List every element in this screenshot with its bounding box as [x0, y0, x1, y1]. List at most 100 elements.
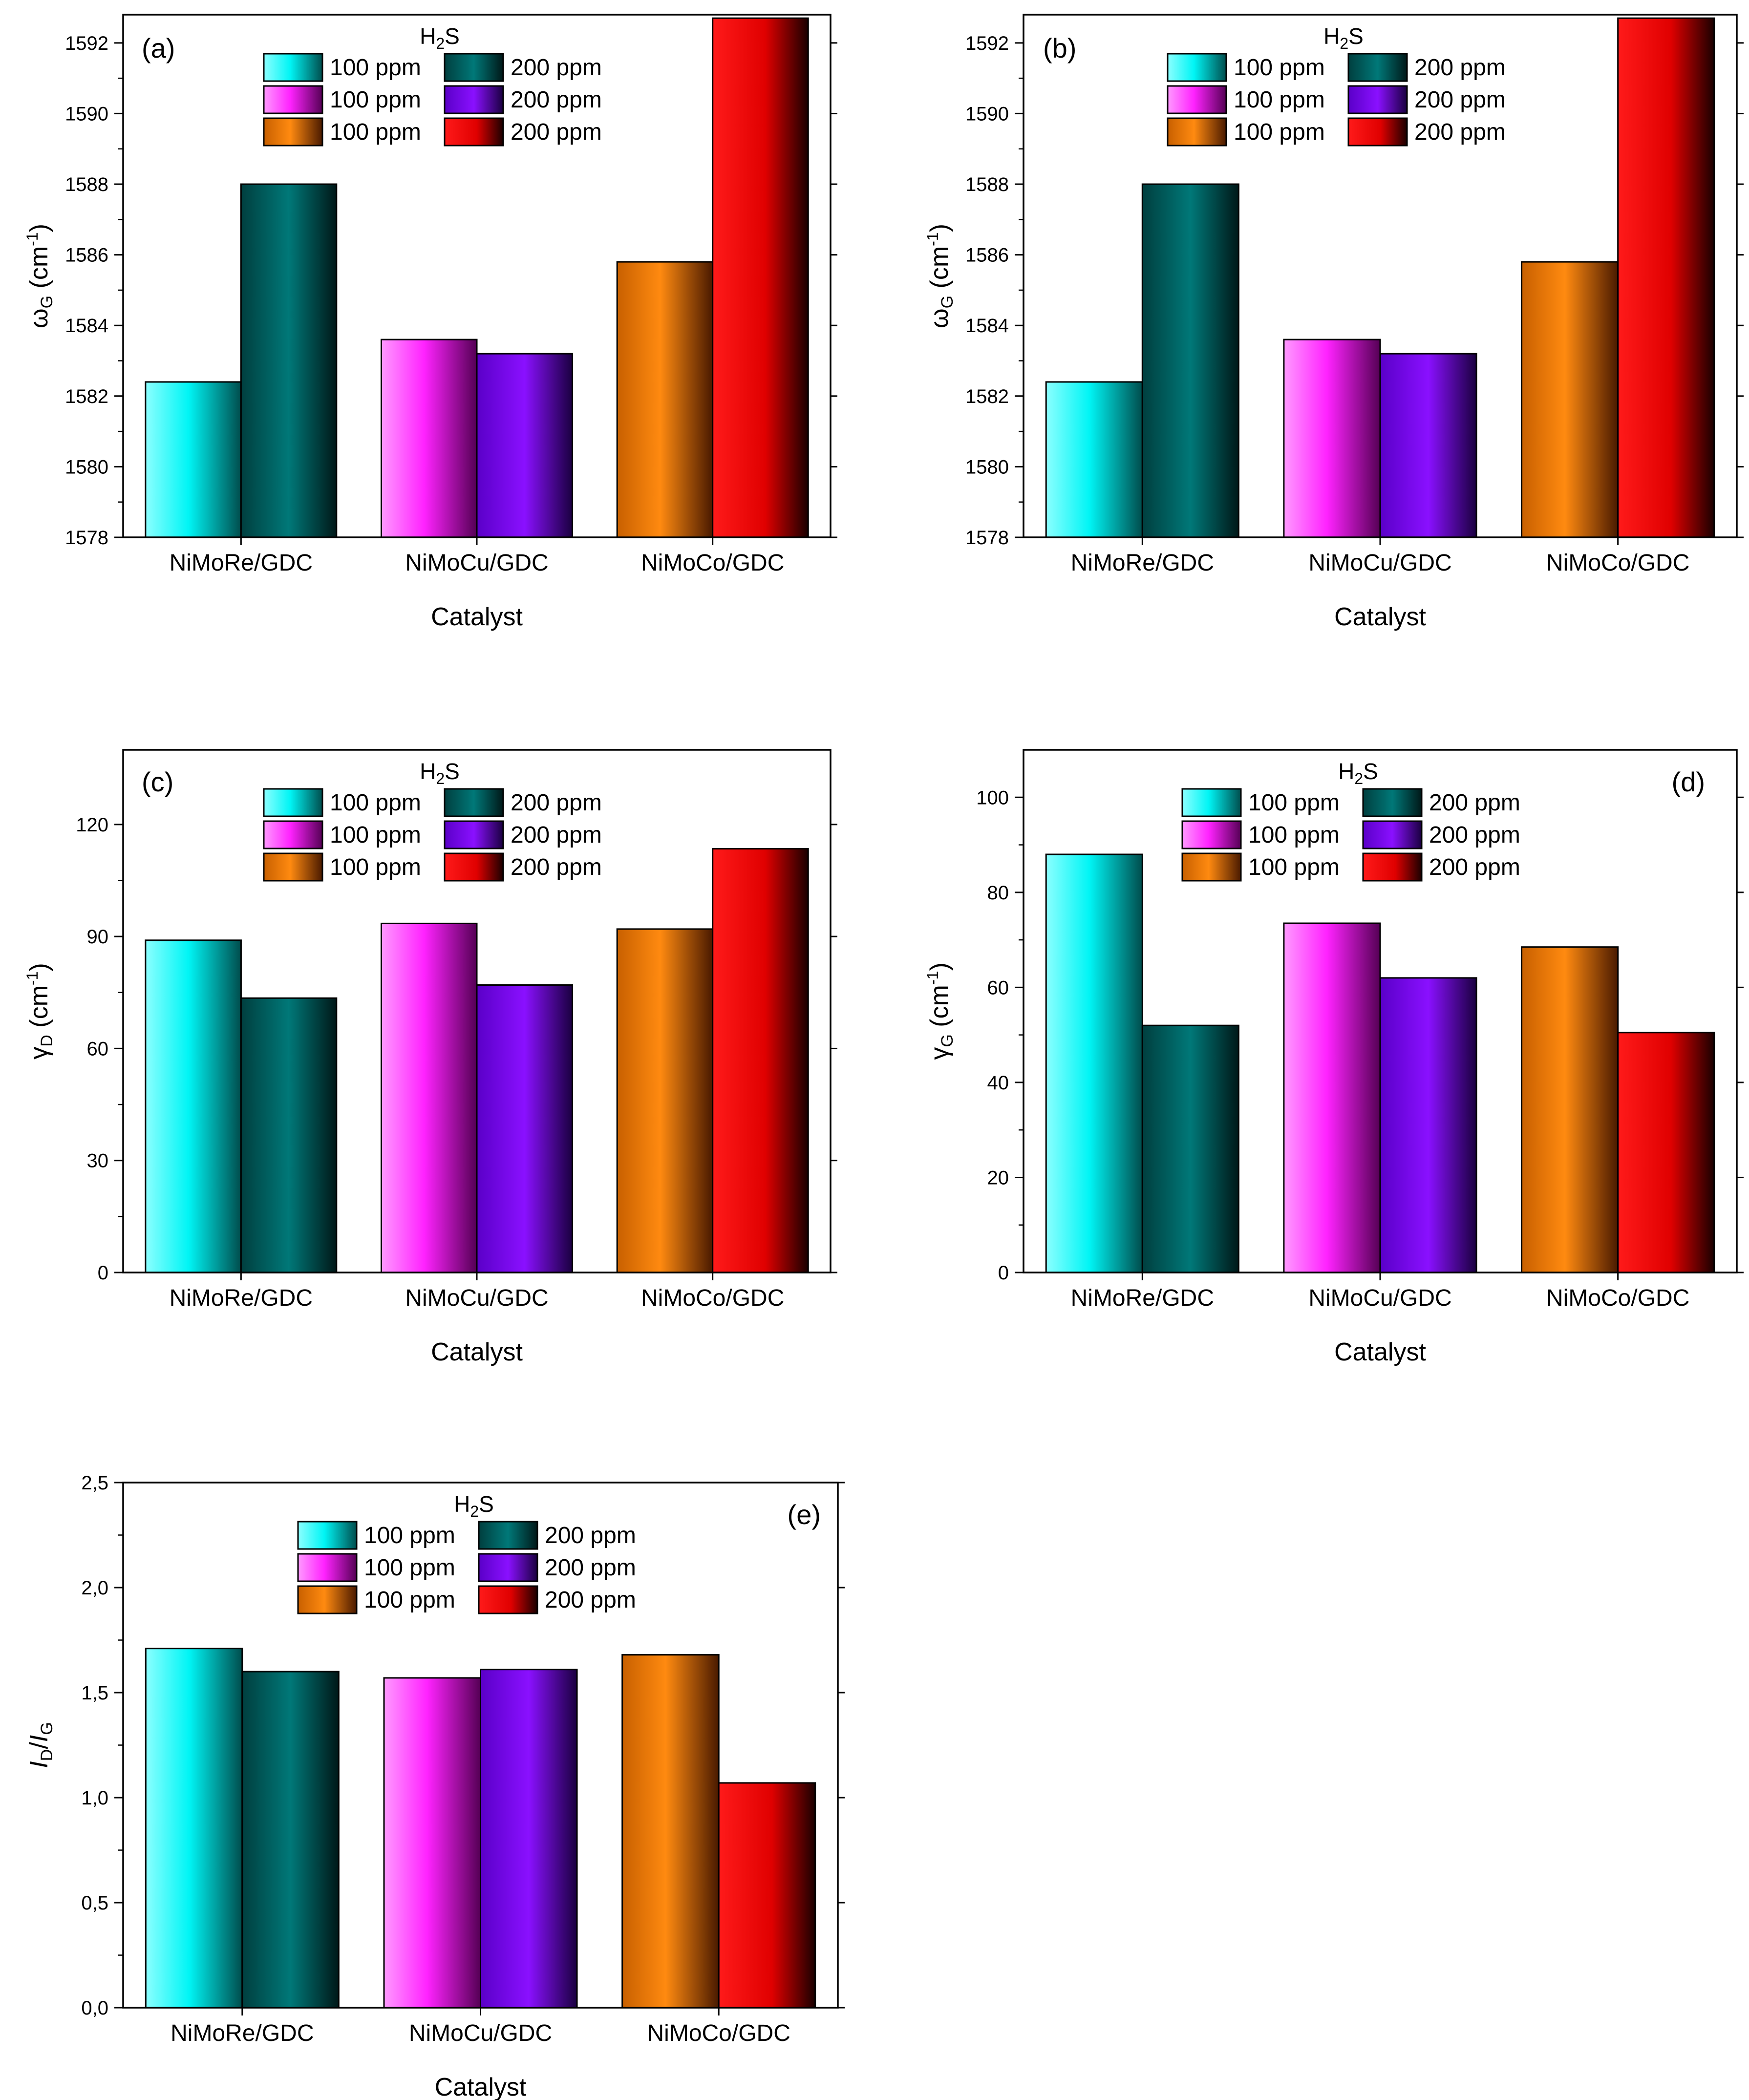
- legend-swatch-orange: [1181, 852, 1242, 882]
- y-tick-label: 20: [987, 1167, 1009, 1189]
- legend-entry-label: 200 ppm: [1414, 119, 1506, 145]
- bar-c-1-100ppm: [145, 939, 242, 1273]
- y-axis-title: γG (cm-1): [924, 962, 957, 1060]
- legend-entry-label: 200 ppm: [511, 854, 602, 880]
- bar-a-3-200ppm: [712, 17, 809, 538]
- chart-panel-b: NiMoRe/GDC NiMoCu/GDC NiMoCo/GDC 1578 1580 15…: [924, 14, 1744, 631]
- bar-a-1-100ppm: [145, 381, 242, 538]
- x-category-label: NiMoCu/GDC: [405, 1285, 548, 1311]
- plot-frame: [122, 749, 832, 1273]
- legend-swatch-orange: [263, 117, 323, 147]
- chart-panel-c: NiMoRe/GDC NiMoCu/GDC NiMoCo/GDC 0 30 60 90 120…: [23, 749, 837, 1366]
- bar-a-2-200ppm: [476, 353, 573, 538]
- legend-swatch-red: [1347, 117, 1408, 147]
- y-tick-label: 1580: [965, 456, 1009, 478]
- x-category-label: NiMoRe/GDC: [1071, 550, 1214, 576]
- legend-swatch-red: [444, 117, 504, 147]
- x-category-label: NiMoCu/GDC: [1308, 1285, 1451, 1311]
- bar-d-2-200ppm: [1379, 977, 1477, 1273]
- legend-entry-label: 200 ppm: [1414, 55, 1506, 81]
- legend-entry-label: 200 ppm: [511, 87, 602, 113]
- bar-b-2-200ppm: [1379, 353, 1477, 538]
- legend-entry-label: 200 ppm: [1429, 822, 1520, 848]
- legend-entry-label: 200 ppm: [511, 55, 602, 81]
- x-category-label: NiMoRe/GDC: [170, 1285, 313, 1311]
- x-category-label: NiMoCo/GDC: [641, 1285, 784, 1311]
- x-category-label: NiMoCu/GDC: [405, 550, 548, 576]
- panel-label: (d): [1672, 766, 1705, 797]
- y-tick-label: 1586: [65, 245, 108, 266]
- legend-swatch-cyan: [297, 1521, 358, 1550]
- legend-entry-label: 100 ppm: [1248, 790, 1340, 816]
- legend-title: H2S: [420, 23, 460, 52]
- x-category-label: NiMoCo/GDC: [641, 550, 784, 576]
- legend-entry-label: 200 ppm: [511, 822, 602, 848]
- legend-swatch-magenta: [1167, 85, 1227, 114]
- panel-label: (c): [142, 766, 173, 797]
- legend-entry-label: 200 ppm: [545, 1523, 636, 1548]
- legend-entry-label: 100 ppm: [330, 790, 421, 816]
- bar-c-3-200ppm: [712, 848, 809, 1273]
- legend-swatch-cyan: [263, 53, 323, 82]
- legend-swatch-magenta: [297, 1553, 358, 1582]
- bar-b-3-200ppm: [1617, 17, 1715, 538]
- legend-entry-label: 200 ppm: [511, 790, 602, 816]
- y-axis-title: ID/IG: [25, 1722, 56, 1768]
- legend-entry-label: 100 ppm: [330, 822, 421, 848]
- y-tick-label: 1586: [965, 245, 1009, 266]
- y-tick-label: 1584: [965, 315, 1009, 337]
- legend-swatch-magenta: [263, 820, 323, 849]
- legend-swatch-orange: [297, 1585, 358, 1614]
- y-tick-label: 1590: [965, 103, 1009, 125]
- y-axis-title: ωG (cm-1): [23, 224, 56, 328]
- x-category-label: NiMoCu/GDC: [409, 2020, 552, 2046]
- y-tick-label: 40: [987, 1072, 1009, 1094]
- legend-title: H2S: [420, 759, 460, 787]
- bar-d-3-200ppm: [1617, 1032, 1715, 1273]
- plot-frame: [1023, 749, 1738, 1273]
- bar-c-2-200ppm: [476, 984, 573, 1273]
- legend-swatch-red: [478, 1585, 538, 1614]
- legend-swatch-violet: [1347, 85, 1408, 114]
- panel-label: (b): [1043, 33, 1076, 64]
- y-tick-label: 1588: [965, 174, 1009, 195]
- legend-swatch-orange: [1167, 117, 1227, 147]
- bar-d-2-100ppm: [1283, 922, 1381, 1273]
- legend: H2S 100 ppm 200 ppm 100 ppm 200 ppm 100 ppm 20…: [263, 759, 602, 882]
- bar-b-3-100ppm: [1521, 261, 1619, 538]
- legend-entry-label: 100 ppm: [364, 1587, 455, 1613]
- chart-panel-a: NiMoRe/GDC NiMoCu/GDC NiMoCo/GDC 1578 1580 15…: [23, 14, 837, 631]
- y-tick-label: 0: [998, 1262, 1009, 1284]
- legend-swatch-cyan: [1181, 788, 1242, 817]
- y-tick-label: 30: [87, 1150, 109, 1172]
- legend-swatch-teal: [478, 1521, 538, 1550]
- y-tick-label: 80: [987, 882, 1009, 904]
- y-tick-label: 1582: [65, 386, 108, 407]
- y-tick-label: 1582: [965, 386, 1009, 407]
- bar-e-2-200ppm: [480, 1669, 578, 2009]
- y-tick-label: 90: [87, 926, 109, 948]
- legend: H2S 100 ppm 200 ppm 100 ppm 200 ppm 100 ppm 20…: [263, 23, 602, 147]
- legend-swatch-magenta: [263, 85, 323, 114]
- x-category-label: NiMoRe/GDC: [1071, 1285, 1214, 1311]
- legend: H2S 100 ppm 200 ppm 100 ppm 200 ppm 100 ppm 20…: [1167, 23, 1506, 147]
- chart-panel-d: NiMoRe/GDC NiMoCu/GDC NiMoCo/GDC 0 20 40 60 80 1…: [924, 749, 1744, 1366]
- chart-panel-e: NiMoRe/GDC NiMoCu/GDC NiMoCo/GDC 0,0 0,5 1,0 1…: [25, 1472, 845, 2100]
- y-tick-label: 100: [976, 787, 1009, 808]
- bar-a-2-100ppm: [381, 339, 478, 538]
- y-tick-label: 1,5: [81, 1682, 108, 1704]
- legend-swatch-violet: [444, 820, 504, 849]
- bar-d-3-100ppm: [1521, 946, 1619, 1273]
- y-tick-label: 1590: [65, 103, 108, 125]
- legend-entry-label: 100 ppm: [1248, 854, 1340, 880]
- bar-b-2-100ppm: [1283, 339, 1381, 538]
- plot-frame: [122, 14, 832, 538]
- legend-swatch-teal: [444, 53, 504, 82]
- y-tick-label: 0: [98, 1262, 108, 1284]
- legend-swatch-violet: [444, 85, 504, 114]
- legend-swatch-cyan: [1167, 53, 1227, 82]
- bar-b-1-200ppm: [1141, 183, 1239, 538]
- bar-c-3-100ppm: [616, 928, 714, 1273]
- panel-label: (a): [142, 33, 175, 64]
- y-tick-label: 120: [76, 814, 108, 836]
